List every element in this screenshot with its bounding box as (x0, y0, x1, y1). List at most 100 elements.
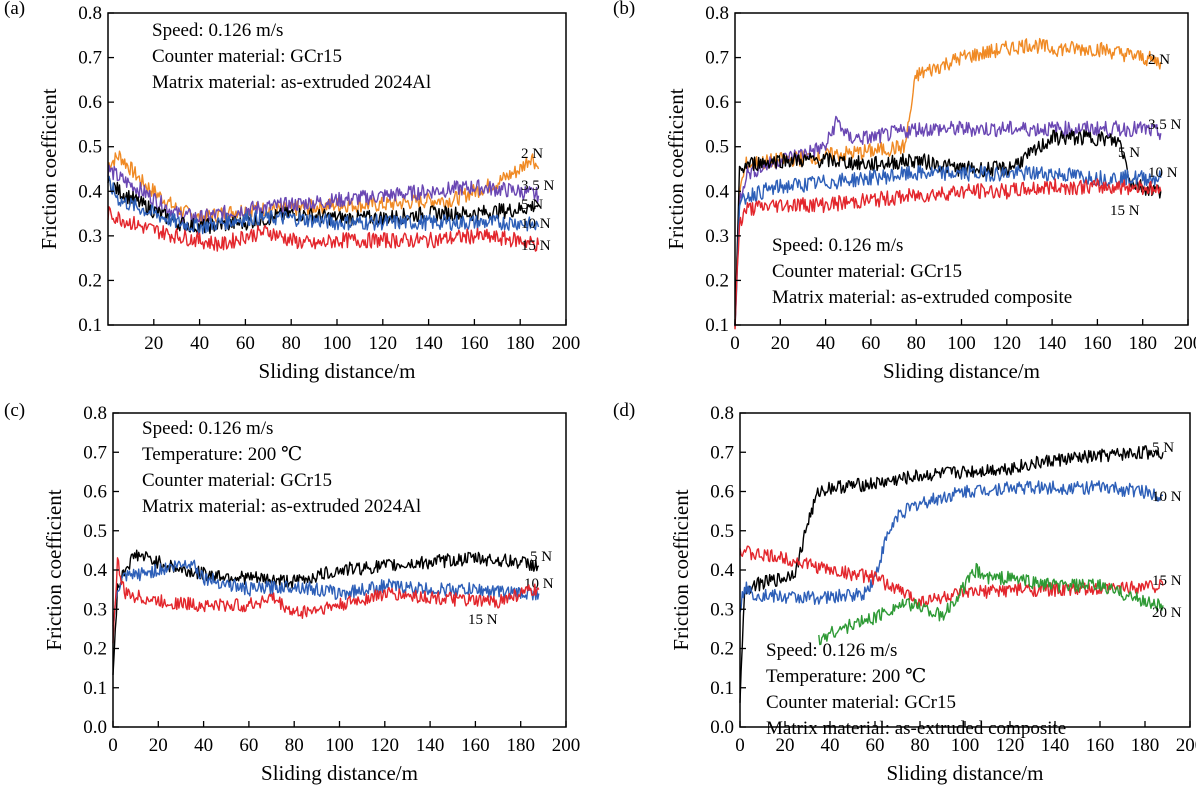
x-tick-label: 60 (239, 735, 258, 756)
series-label: 5 N (521, 197, 543, 213)
series-label: 2 N (1148, 52, 1170, 68)
x-axis-title: Sliding distance/m (259, 359, 416, 383)
series-label: 15 N (1152, 573, 1182, 589)
x-tick-label: 140 (416, 735, 445, 756)
annotation-line: Speed: 0.126 m/s (152, 20, 283, 41)
y-tick-label: 0.3 (83, 599, 107, 620)
annotation-line: Matrix material: as-extruded composite (766, 718, 1066, 739)
y-tick-label: 0.8 (705, 3, 729, 24)
x-tick-label: 160 (1086, 735, 1115, 756)
panel-label-c: (c) (4, 400, 26, 421)
y-tick-label: 0.3 (710, 599, 734, 620)
y-tick-label: 0.7 (705, 48, 729, 69)
annotation-line: Matrix material: as-extruded 2024Al (142, 496, 421, 517)
series-label: 3.5 N (521, 178, 555, 194)
x-tick-label: 180 (1131, 735, 1160, 756)
y-tick-label: 0.2 (705, 270, 729, 291)
y-tick-label: 0.2 (83, 639, 107, 660)
y-tick-label: 0.8 (710, 403, 734, 424)
series-label: 10 N (1152, 489, 1182, 505)
y-tick-label: 0.6 (83, 482, 107, 503)
x-tick-label: 60 (236, 333, 255, 354)
x-tick-label: 160 (460, 333, 489, 354)
annotation-line: Matrix material: as-extruded 2024Al (152, 72, 431, 93)
series-label: 15 N (468, 612, 498, 628)
x-tick-label: 20 (771, 333, 790, 354)
x-tick-label: 200 (552, 333, 581, 354)
x-tick-label: 20 (776, 735, 795, 756)
y-tick-label: 0.4 (83, 560, 107, 581)
series-label: 10 N (524, 576, 554, 592)
y-tick-label: 0.0 (710, 717, 734, 738)
annotation-line: Speed: 0.126 m/s (772, 235, 903, 256)
x-tick-label: 100 (323, 333, 352, 354)
x-tick-label: 160 (1083, 333, 1112, 354)
x-tick-label: 0 (730, 333, 740, 354)
series-label: 5 N (1152, 440, 1174, 456)
x-tick-label: 80 (282, 333, 301, 354)
x-tick-label: 200 (552, 735, 581, 756)
y-axis-title: Friction coefficient (664, 88, 688, 249)
y-tick-label: 0.5 (78, 137, 102, 158)
x-tick-label: 0 (108, 735, 118, 756)
series-line-d-15n (739, 545, 1164, 608)
x-tick-label: 120 (996, 735, 1025, 756)
x-tick-label: 180 (1128, 333, 1157, 354)
annotation-line: Speed: 0.126 m/s (142, 418, 273, 439)
annotation-line: Temperature: 200 ℃ (142, 444, 302, 465)
y-tick-label: 0.5 (83, 521, 107, 542)
y-tick-label: 0.6 (705, 92, 729, 113)
y-tick-label: 0.1 (710, 678, 734, 699)
x-tick-label: 100 (951, 735, 980, 756)
series-line-d-5n (739, 445, 1164, 703)
annotation-line: Temperature: 200 ℃ (766, 666, 926, 687)
y-tick-label: 0.5 (705, 137, 729, 158)
series-line-a-35n (107, 164, 540, 226)
x-axis-title: Sliding distance/m (261, 761, 418, 785)
panel-label-d: (d) (613, 400, 636, 421)
y-tick-label: 0.2 (78, 270, 102, 291)
series-line-a-10n (107, 175, 540, 235)
series-line-d-20n (818, 562, 1164, 646)
series-line-b-15n (734, 178, 1162, 330)
series-label: 15 N (521, 238, 551, 254)
annotation-line: Counter material: GCr15 (152, 46, 342, 67)
series-label: 10 N (1148, 165, 1178, 181)
y-tick-label: 0.8 (83, 403, 107, 424)
y-tick-label: 0.7 (710, 442, 734, 463)
y-tick-label: 0.4 (710, 560, 734, 581)
y-tick-label: 0.6 (78, 92, 102, 113)
annotation-line: Counter material: GCr15 (142, 470, 332, 491)
panel-label-a: (a) (4, 0, 26, 19)
x-tick-label: 120 (993, 333, 1022, 354)
x-tick-label: 40 (190, 333, 209, 354)
series-label: 3.5 N (1148, 117, 1182, 133)
series-line-a-15n (107, 206, 540, 252)
x-tick-label: 80 (285, 735, 304, 756)
x-tick-label: 140 (1041, 735, 1070, 756)
series-line-d-10n (739, 480, 1164, 613)
series-label: 5 N (1118, 145, 1140, 161)
x-tick-label: 40 (816, 333, 835, 354)
x-tick-label: 60 (861, 333, 880, 354)
x-tick-label: 120 (371, 735, 400, 756)
x-tick-label: 180 (506, 735, 535, 756)
y-axis-title: Friction coefficient (42, 489, 66, 650)
series-label: 5 N (530, 549, 552, 565)
x-tick-label: 100 (325, 735, 354, 756)
y-tick-label: 0.4 (705, 181, 729, 202)
x-tick-label: 140 (1038, 333, 1067, 354)
x-tick-label: 200 (1176, 735, 1196, 756)
y-tick-label: 0.4 (78, 181, 102, 202)
annotation-line: Counter material: GCr15 (766, 692, 956, 713)
x-tick-label: 80 (911, 735, 930, 756)
y-axis-title: Friction coefficient (37, 88, 61, 249)
annotation-line: Speed: 0.126 m/s (766, 640, 897, 661)
x-tick-label: 20 (149, 735, 168, 756)
x-tick-label: 60 (866, 735, 885, 756)
x-tick-label: 40 (194, 735, 213, 756)
series-line-b-5n (734, 129, 1162, 327)
y-tick-label: 0.6 (710, 482, 734, 503)
series-line-c-10n (112, 559, 540, 627)
